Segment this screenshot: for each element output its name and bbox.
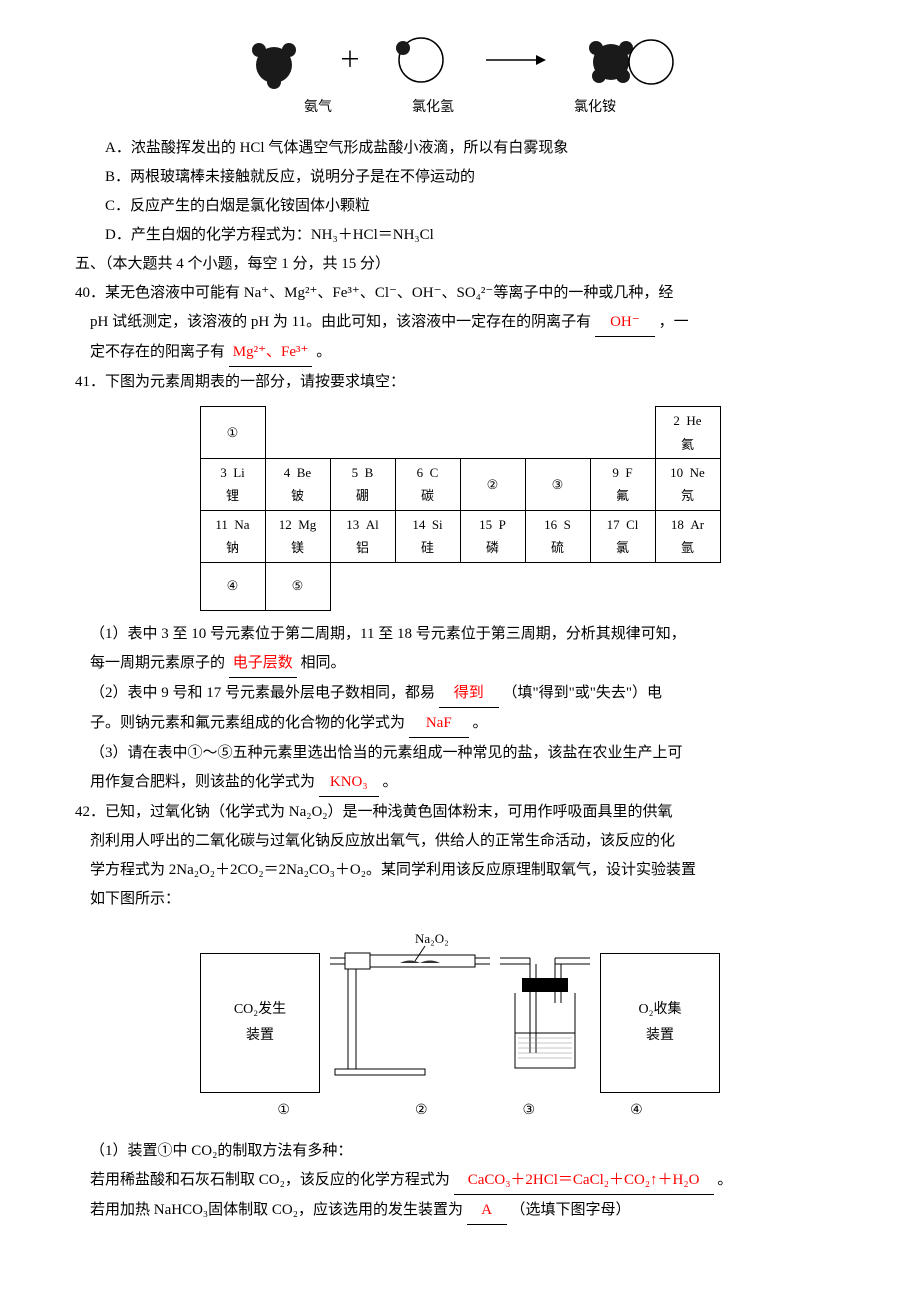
q41-2c: 子。则钠元素和氟元素组成的化合物的化学式为 NaF 。 bbox=[60, 710, 860, 738]
cell-si: 14 Si硅 bbox=[395, 510, 460, 562]
cell-circle-1: ① bbox=[200, 407, 265, 459]
q42-blank1a: CaCO₃＋2HCl＝CaCl₂＋CO₂↑＋H₂O bbox=[454, 1167, 714, 1195]
option-c: C．反应产生的白烟是氯化铵固体小颗粒 bbox=[60, 193, 860, 220]
label-nh4cl: 氯化铵 bbox=[574, 95, 616, 120]
o2-collector-box: O₂收集 装置 bbox=[600, 953, 720, 1093]
q42-line2: 剂利用人呼出的二氧化碳与过氧化钠反应放出氧气，供给人的正常生命活动，该反应的化 bbox=[60, 828, 860, 855]
cell-ne: 10 Ne氖 bbox=[655, 458, 720, 510]
periodic-table: ① 2 He氦 3 Li锂 4 Be铍 5 B硼 6 C碳 ② ③ 9 F氟 1… bbox=[200, 406, 721, 610]
q40-line2: pH 试纸测定，该溶液的 pH 为 11。由此可知，该溶液中一定存在的阴离子有 … bbox=[60, 309, 860, 337]
svg-text:Na₂O₂: Na₂O₂ bbox=[415, 931, 449, 946]
option-a: A．浓盐酸挥发出的 HCl 气体遇空气形成盐酸小液滴，所以有白雾现象 bbox=[60, 135, 860, 162]
empty-cell bbox=[330, 562, 720, 610]
hcl-molecule bbox=[391, 30, 451, 90]
cell-al: 13 Al铝 bbox=[330, 510, 395, 562]
q41-blank1: 电子层数 bbox=[229, 650, 297, 678]
empty-cell bbox=[265, 407, 655, 459]
cell-s: 16 S硫 bbox=[525, 510, 590, 562]
q40-line1: 40．某无色溶液中可能有 Na⁺、Mg²⁺、Fe³⁺、Cl⁻、OH⁻、SO₄²⁻… bbox=[60, 280, 860, 307]
label-ammonia: 氨气 bbox=[304, 95, 332, 120]
q42-part1b: 若用加热 NaHCO₃固体制取 CO₂，应该选用的发生装置为 A （选填下图字母… bbox=[60, 1197, 860, 1225]
co2-generator-box: CO₂发生 装置 bbox=[200, 953, 320, 1093]
ammonia-molecule bbox=[239, 30, 309, 90]
wash-bottle-icon bbox=[500, 943, 590, 1093]
label-hcl: 氯化氢 bbox=[412, 95, 454, 120]
periodic-row-2: 3 Li锂 4 Be铍 5 B硼 6 C碳 ② ③ 9 F氟 10 Ne氖 bbox=[200, 458, 720, 510]
arrow-icon bbox=[481, 50, 551, 70]
app-label-1: ① bbox=[277, 1098, 290, 1123]
q41-1b: 每一周期元素原子的 电子层数 相同。 bbox=[60, 650, 860, 678]
q41-2a: （2）表中 9 号和 17 号元素最外层电子数相同，都易 得到 （填"得到"或"… bbox=[60, 680, 860, 708]
option-d: D．产生白烟的化学方程式为：NH₃＋HCl＝NH₃Cl bbox=[60, 222, 860, 249]
q42-line4: 如下图所示： bbox=[60, 886, 860, 913]
cell-li: 3 Li锂 bbox=[200, 458, 265, 510]
q40-line3: 定不存在的阳离子有 Mg²⁺、Fe³⁺ 。 bbox=[60, 339, 860, 367]
apparatus-labels: ① ② ③ ④ bbox=[60, 1098, 860, 1123]
cell-p: 15 P磷 bbox=[460, 510, 525, 562]
q41-blank2: 得到 bbox=[439, 680, 499, 708]
q40-blank2: Mg²⁺、Fe³⁺ bbox=[229, 339, 313, 367]
option-b: B．两根玻璃棒未接触就反应，说明分子是在不停运动的 bbox=[60, 164, 860, 191]
periodic-row-4: ④ ⑤ bbox=[200, 562, 720, 610]
q42-blank1b: A bbox=[467, 1197, 507, 1225]
cell-ar: 18 Ar氩 bbox=[655, 510, 720, 562]
cell-he: 2 He氦 bbox=[655, 407, 720, 459]
molecule-labels: 氨气 氯化氢 氯化铵 bbox=[60, 95, 860, 120]
periodic-row-1: ① 2 He氦 bbox=[200, 407, 720, 459]
section-5-title: 五、（本大题共 4 个小题，每空 1 分，共 15 分） bbox=[60, 251, 860, 278]
q42-part1a: 若用稀盐酸和石灰石制取 CO₂，该反应的化学方程式为 CaCO₃＋2HCl＝Ca… bbox=[60, 1167, 860, 1195]
q41-3b: 用作复合肥料，则该盐的化学式为 KNO₃ 。 bbox=[60, 769, 860, 797]
q41-blank3: KNO₃ bbox=[319, 769, 379, 797]
q42-line1: 42．已知，过氧化钠（化学式为 Na₂O₂）是一种浅黄色固体粉末，可用作呼吸面具… bbox=[60, 799, 860, 826]
cell-mg: 12 Mg镁 bbox=[265, 510, 330, 562]
q42-line3: 学方程式为 2Na₂O₂＋2CO₂＝2Na₂CO₃＋O₂。某同学利用该反应原理制… bbox=[60, 857, 860, 884]
cell-b: 5 B硼 bbox=[330, 458, 395, 510]
cell-f: 9 F氟 bbox=[590, 458, 655, 510]
cell-na: 11 Na钠 bbox=[200, 510, 265, 562]
app-label-4: ④ bbox=[630, 1098, 643, 1123]
plus-sign: ＋ bbox=[339, 40, 361, 80]
app-label-2: ② bbox=[415, 1098, 428, 1123]
q42-part1: （1）装置①中 CO₂的制取方法有多种： bbox=[60, 1138, 860, 1165]
cell-cl: 17 Cl氯 bbox=[590, 510, 655, 562]
app-label-3: ③ bbox=[523, 1098, 536, 1123]
cell-circle-4: ④ bbox=[200, 562, 265, 610]
cell-circle-2: ② bbox=[460, 458, 525, 510]
nh4cl-molecule bbox=[581, 30, 681, 90]
q41-blank2b: NaF bbox=[409, 710, 469, 738]
periodic-row-3: 11 Na钠 12 Mg镁 13 Al铝 14 Si硅 15 P磷 16 S硫 … bbox=[200, 510, 720, 562]
q41-title: 41．下图为元素周期表的一部分，请按要求填空： bbox=[60, 369, 860, 396]
apparatus-diagram: CO₂发生 装置 Na₂O₂ O₂收集 装置 bbox=[60, 928, 860, 1093]
tube-stand-icon: Na₂O₂ bbox=[330, 928, 490, 1093]
cell-be: 4 Be铍 bbox=[265, 458, 330, 510]
cell-circle-5: ⑤ bbox=[265, 562, 330, 610]
q41-3a: （3）请在表中①～⑤五种元素里选出恰当的元素组成一种常见的盐，该盐在农业生产上可 bbox=[60, 740, 860, 767]
cell-circle-3: ③ bbox=[525, 458, 590, 510]
cell-c: 6 C碳 bbox=[395, 458, 460, 510]
q41-1a: （1）表中 3 至 10 号元素位于第二周期，11 至 18 号元素位于第三周期… bbox=[60, 621, 860, 648]
molecule-diagram: ＋ bbox=[60, 30, 860, 90]
q40-blank1: OH⁻ bbox=[595, 309, 655, 337]
